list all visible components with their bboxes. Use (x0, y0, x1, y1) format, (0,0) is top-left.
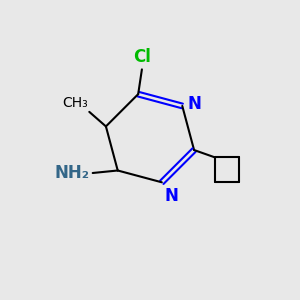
Text: N: N (165, 187, 178, 205)
Text: Cl: Cl (133, 48, 151, 66)
Text: CH₃: CH₃ (62, 96, 88, 110)
Text: N: N (188, 95, 201, 113)
Text: NH₂: NH₂ (54, 164, 89, 182)
